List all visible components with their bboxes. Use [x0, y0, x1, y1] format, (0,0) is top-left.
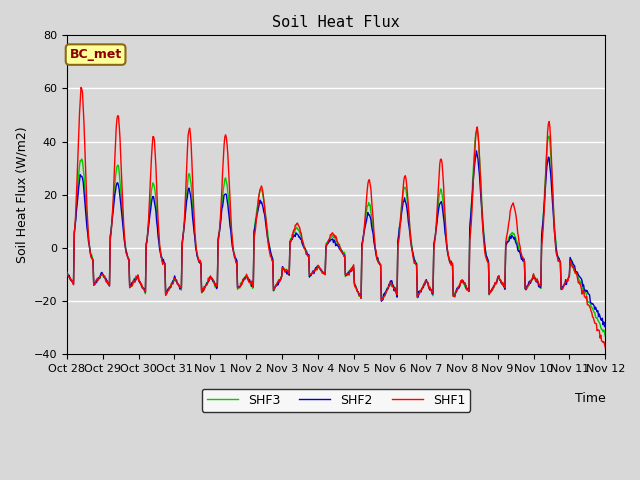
SHF1 — [184, 148, 191, 154]
SHF3 — [128, 284, 136, 289]
Title: Soil Heat Flux: Soil Heat Flux — [272, 15, 400, 30]
SHF2 — [128, 280, 136, 286]
SHF2 — [211, 282, 219, 288]
SHF3 — [474, 127, 481, 133]
SHF1 — [602, 345, 609, 350]
Line: SHF2: SHF2 — [67, 151, 605, 327]
SHF2 — [73, 207, 81, 213]
SHF1 — [418, 287, 426, 292]
SHF3 — [183, 192, 191, 197]
SHF2 — [401, 199, 409, 204]
SHF2 — [417, 289, 425, 295]
SHF3 — [63, 269, 70, 275]
Legend: SHF3, SHF2, SHF1: SHF3, SHF2, SHF1 — [202, 389, 470, 412]
SHF3 — [417, 287, 425, 293]
SHF3 — [602, 334, 609, 339]
SHF3 — [401, 184, 409, 190]
SHF2 — [183, 198, 191, 204]
Y-axis label: Soil Heat Flux (W/m2): Soil Heat Flux (W/m2) — [15, 126, 28, 263]
SHF1 — [63, 270, 70, 276]
SHF3 — [211, 284, 219, 290]
SHF2 — [63, 270, 70, 276]
SHF2 — [601, 324, 609, 330]
SHF2 — [602, 324, 609, 329]
Line: SHF3: SHF3 — [67, 130, 605, 336]
SHF1 — [129, 281, 136, 287]
Text: BC_met: BC_met — [70, 48, 122, 61]
Line: SHF1: SHF1 — [67, 87, 605, 348]
SHF1 — [77, 84, 85, 90]
SHF2 — [473, 148, 481, 154]
SHF3 — [73, 202, 81, 208]
SHF1 — [402, 176, 410, 182]
SHF1 — [73, 191, 81, 196]
SHF1 — [212, 281, 220, 287]
X-axis label: Time: Time — [575, 392, 605, 406]
